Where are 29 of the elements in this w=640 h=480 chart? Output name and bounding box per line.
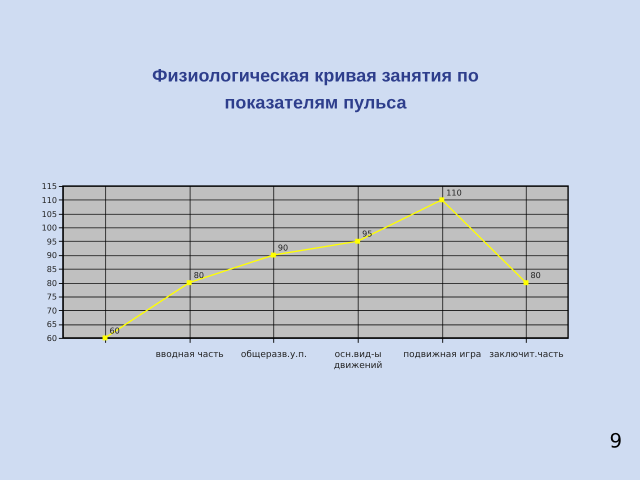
- x-tick-label: подвижная игра: [403, 350, 482, 360]
- y-tick-label: 110: [42, 194, 58, 205]
- y-tick-label: 90: [46, 250, 58, 260]
- point: [439, 197, 444, 202]
- y-tick-label: 60: [46, 333, 58, 344]
- point: [355, 238, 360, 244]
- text: 9: [609, 430, 622, 453]
- x-tick-label: вводная часть: [156, 350, 224, 360]
- data-label: 110: [446, 187, 462, 198]
- point: [524, 280, 528, 286]
- data-label: 90: [278, 242, 288, 253]
- y-tick-label: 100: [42, 222, 58, 233]
- chart-title: Физиологическая кривая занятия по показателям пульса: [152, 66, 479, 113]
- y-tick-label: 65: [46, 319, 58, 330]
- y-tick-label: 85: [46, 264, 58, 274]
- point: [270, 252, 276, 258]
- point: [186, 280, 192, 286]
- y-tick-label: 95: [46, 236, 58, 246]
- y-tick-label: 80: [46, 278, 58, 288]
- x-tick-label: общеразв.у.п.: [240, 350, 307, 360]
- x-tick-label: заключит.часть: [489, 350, 564, 360]
- y-tick-label: 75: [46, 292, 58, 302]
- data-label: 80: [194, 270, 204, 280]
- data-label: 80: [530, 270, 541, 280]
- y-tick-label: 70: [46, 305, 58, 316]
- y-tick-label: 105: [42, 208, 58, 219]
- y-tick-label: 115: [42, 181, 58, 192]
- x-tick-label: осн.вид-ы движений: [334, 350, 382, 372]
- point: [102, 335, 108, 340]
